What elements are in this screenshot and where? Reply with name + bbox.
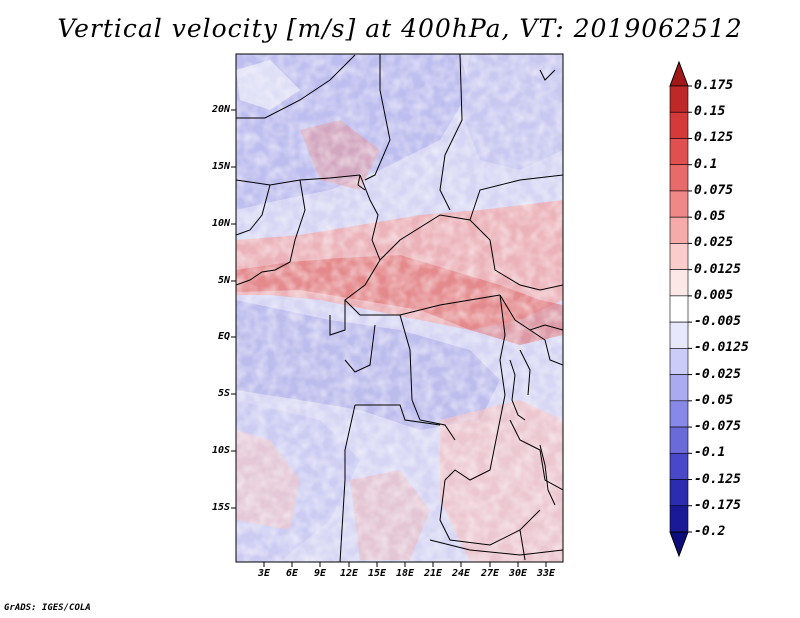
country-borders xyxy=(236,54,563,562)
lat-label-20n: 20N xyxy=(211,104,230,115)
colorbar-segment xyxy=(669,426,689,454)
lat-label-5n: 5N xyxy=(217,275,230,286)
lon-label-24e: 24E xyxy=(451,568,471,579)
colorbar-label: -0.075 xyxy=(694,419,741,435)
lon-label-18e: 18E xyxy=(395,568,415,579)
colorbar-label: -0.0125 xyxy=(694,340,749,356)
colorbar-label: 0.175 xyxy=(694,78,734,93)
colorbar-label: 0.15 xyxy=(694,104,726,120)
colorbar-label: 0.1 xyxy=(694,156,718,172)
lat-label-10n: 10N xyxy=(211,218,230,229)
lon-label-27e: 27E xyxy=(480,568,500,579)
colorbar-label: 0.125 xyxy=(694,130,734,146)
colorbar-label: 0.005 xyxy=(694,287,734,303)
colorbar-segment xyxy=(669,479,689,507)
lat-ticks xyxy=(231,109,236,509)
grads-credit: GrADS: IGES/COLA xyxy=(4,603,91,613)
colorbar-label: -0.05 xyxy=(694,392,734,408)
lon-label-12e: 12E xyxy=(339,568,359,579)
colorbar-segment xyxy=(669,505,689,533)
velocity-field xyxy=(236,54,563,562)
map-frame xyxy=(235,53,564,563)
colorbar-segment xyxy=(669,400,689,428)
lat-label-15n: 15N xyxy=(211,161,230,172)
lat-label-5s: 5S xyxy=(217,388,230,399)
lon-label-3e: 3E xyxy=(257,568,271,579)
colorbar-segment xyxy=(669,111,689,139)
colorbar-label: 0.05 xyxy=(694,209,726,225)
colorbar-segment xyxy=(669,348,689,375)
colorbar-segment xyxy=(669,321,689,349)
lat-label-10s: 10S xyxy=(211,445,230,456)
colorbar-label: -0.125 xyxy=(694,471,741,487)
colorbar-segment xyxy=(669,190,689,218)
colorbar-segment xyxy=(669,164,689,192)
colorbar-segment xyxy=(669,138,689,166)
colorbar-segment xyxy=(669,295,689,323)
lat-label-15s: 15S xyxy=(211,502,230,513)
colorbar-segment xyxy=(669,374,689,402)
colorbar-label: -0.025 xyxy=(694,366,741,382)
colorbar-segment xyxy=(669,85,689,113)
colorbar-label: -0.175 xyxy=(694,497,741,513)
colorbar-label: 0.025 xyxy=(694,235,734,251)
lon-label-21e: 21E xyxy=(423,568,443,579)
lon-label-6e: 6E xyxy=(285,568,299,579)
lon-label-30e: 30E xyxy=(508,568,528,579)
colorbar-label: 0.075 xyxy=(694,182,734,198)
lon-label-33e: 33E xyxy=(536,568,556,579)
map-title: Vertical velocity [m/s] at 400hPa, VT: 2… xyxy=(57,14,743,43)
colorbar-bottom-arrow xyxy=(669,531,689,558)
lat-label-eq: EQ xyxy=(217,331,230,342)
lon-label-15e: 15E xyxy=(367,568,387,579)
lon-ticks xyxy=(263,562,547,567)
colorbar-segment xyxy=(669,269,689,297)
colorbar-label: -0.005 xyxy=(694,314,741,330)
colorbar-top-arrow xyxy=(669,60,689,87)
colorbar xyxy=(669,60,692,558)
lon-label-9e: 9E xyxy=(313,568,327,579)
colorbar-label: 0.0125 xyxy=(694,261,741,277)
colorbar-label: -0.1 xyxy=(694,445,726,461)
colorbar-segment xyxy=(669,216,689,244)
colorbar-label: -0.2 xyxy=(694,524,726,539)
colorbar-segment xyxy=(669,452,689,480)
colorbar-segment xyxy=(669,243,689,270)
